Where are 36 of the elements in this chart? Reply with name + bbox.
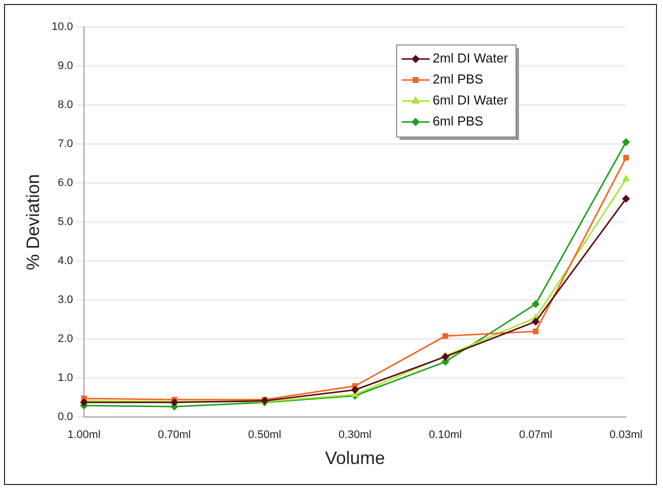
- y-axis-title: % Deviation: [22, 174, 43, 270]
- x-tick-label: 0.07ml: [519, 428, 552, 441]
- point: [441, 352, 450, 361]
- y-tick-label: 3.0: [58, 294, 74, 306]
- y-tick-label: 2.0: [58, 333, 74, 346]
- x-tick-label: 0.03ml: [609, 428, 643, 441]
- legend-label: 6ml PBS: [432, 114, 484, 129]
- y-tick-label: 1.0: [58, 372, 74, 384]
- x-tick-label: 0.30ml: [338, 428, 372, 441]
- y-tick-label: 9.0: [58, 60, 74, 72]
- point: [170, 398, 178, 406]
- x-tick-label: 0.70ml: [158, 428, 191, 441]
- point: [622, 194, 630, 203]
- point: [532, 300, 540, 308]
- legend-label: 2ml PBS: [432, 72, 484, 87]
- x-axis-title: Volume: [324, 448, 386, 468]
- x-tick-label: 0.50ml: [248, 428, 282, 441]
- point: [351, 386, 360, 394]
- x-tick-label: 0.10ml: [428, 428, 462, 441]
- y-tick-label: 4.0: [58, 255, 74, 268]
- legend-label: 6ml DI Water: [432, 92, 509, 108]
- y-tick-label: 10.0: [52, 21, 74, 34]
- point: [532, 328, 538, 334]
- point: [622, 174, 630, 182]
- x-tick-label: 1.00ml: [67, 428, 101, 441]
- point: [623, 154, 629, 161]
- y-tick-label: 7.0: [58, 138, 74, 150]
- y-tick-label: 0.0: [58, 411, 74, 424]
- y-tick-label: 5.0: [58, 216, 74, 228]
- point: [532, 318, 540, 326]
- y-tick-label: 8.0: [58, 99, 74, 112]
- point: [80, 398, 88, 406]
- point: [622, 138, 630, 146]
- y-tick-label: 6.0: [58, 177, 74, 190]
- legend-label: 2ml DI Water: [432, 50, 509, 66]
- point: [442, 333, 448, 339]
